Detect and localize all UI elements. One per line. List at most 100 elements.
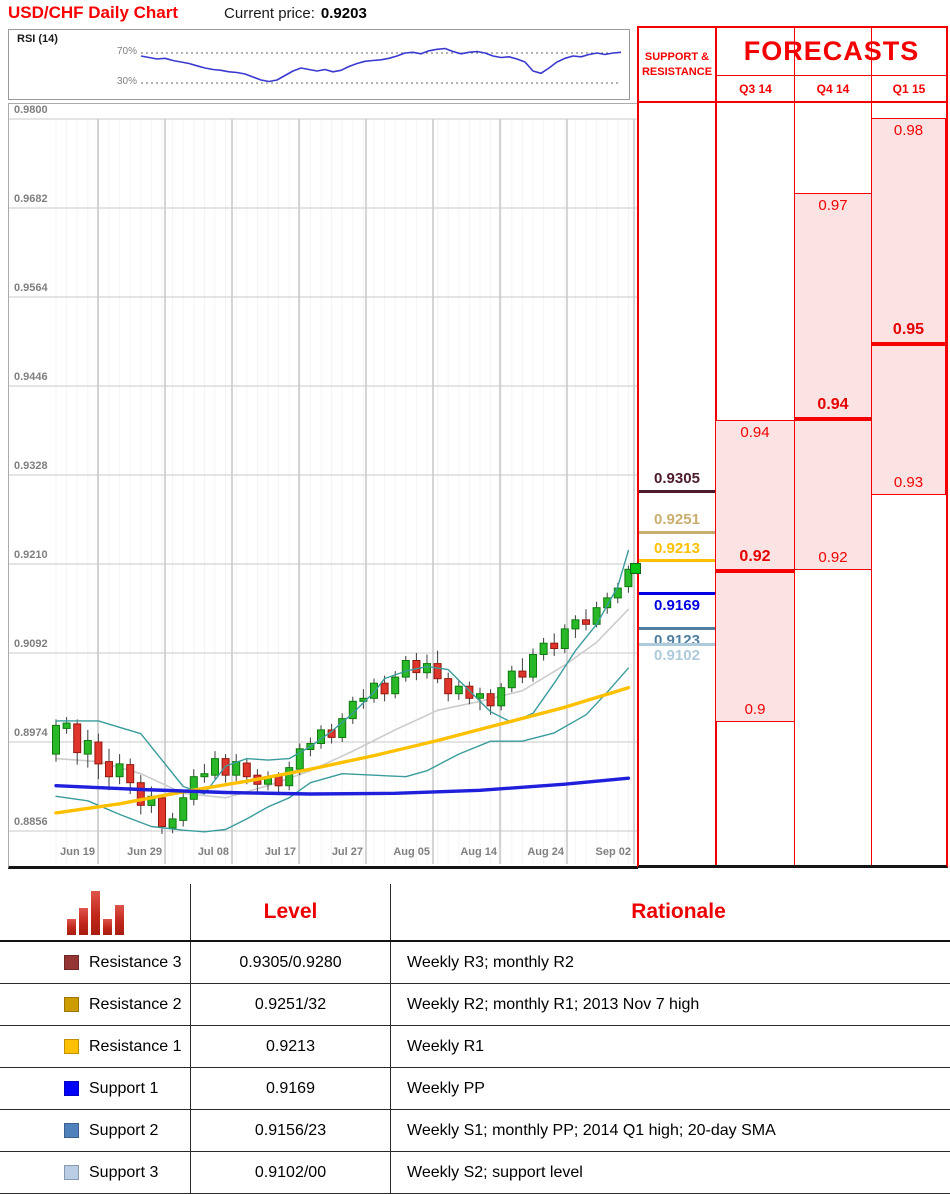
candlestick-chart-svg [9,118,637,864]
y-axis-label: 0.8856 [14,816,48,828]
page-title: USD/CHF Daily Chart [8,3,179,22]
bar-chart-icon [66,889,124,935]
table-row-resistance-3: Resistance 3 0.9305/0.9280 Weekly R3; mo… [0,942,950,984]
level-column-header: Level [190,884,390,940]
title-bar: USD/CHF Daily Chart Current price: 0.920… [8,1,367,25]
forecast-pivot-line [715,569,795,573]
sr-level-line [639,627,715,630]
forecast-box-q3-14: 0.94 0.9 0.92 [715,420,795,722]
candlestick-chart: 0.9800 0.9682 0.9564 0.9446 0.9328 0.9210 0.90… [8,103,638,869]
sr-level-line [639,490,715,493]
forecast-low-label: 0.9 [744,701,766,718]
rsi-period-label: RSI (14) [17,33,58,45]
forecast-box-q1-15: 0.98 0.93 0.95 [871,118,946,495]
x-axis-label: Aug 14 [460,846,497,858]
forecast-pivot-label: 0.94 [817,396,849,413]
row-level-value: 0.9102/00 [190,1152,390,1193]
rationale-column-header: Rationale [390,884,950,940]
sr-level-label: 0.9251 [654,511,700,528]
sr-level-line [639,592,715,595]
forecast-high-label: 0.94 [740,424,770,441]
row-rationale: Weekly S1; monthly PP; 2014 Q1 high; 20-… [390,1110,950,1151]
x-axis-label: Jul 08 [197,846,229,858]
row-label: Resistance 3 [89,953,182,971]
rsi-line [140,47,622,83]
forecast-high-label: 0.98 [893,122,924,139]
levels-table-header: Level Rationale [0,884,950,942]
row-label: Resistance 2 [89,995,182,1013]
rsi-panel: RSI (14) 70% 30% [8,29,630,100]
current-price-label: Current price: [224,4,315,22]
rsi-sparkline-svg [140,47,622,84]
sr-level-label: 0.9213 [654,540,700,557]
legend-color-swatch [64,1039,79,1054]
y-axis-label: 0.8974 [14,727,48,739]
panel-header-divider [639,101,946,103]
y-axis-label: 0.9682 [14,193,48,205]
bollinger-lower-line [55,667,630,833]
x-axis-label: Sep 02 [595,846,631,858]
slow-ma-line [54,686,631,815]
support-resistance-forecasts-panel: SUPPORT & RESISTANCE FORECASTS Q3 14 Q4 … [637,26,948,868]
sr-level-line [639,643,715,646]
table-row-resistance-1: Resistance 1 0.9213 Weekly R1 [0,1026,950,1068]
rsi-lower-threshold-label: 30% [116,76,137,87]
forecast-high-label: 0.97 [818,197,848,214]
row-rationale: Weekly PP [390,1068,950,1109]
table-row-support-3: Support 3 0.9102/00 Weekly S2; support l… [0,1152,950,1194]
table-row-support-2: Support 2 0.9156/23 Weekly S1; monthly P… [0,1110,950,1152]
row-rationale: Weekly R1 [390,1026,950,1067]
x-axis-label: Jun 19 [60,846,95,858]
row-level-value: 0.9156/23 [190,1110,390,1151]
quarter-header-q1-15: Q1 15 [892,81,926,96]
row-level-value: 0.9169 [190,1068,390,1109]
support-resistance-header: SUPPORT & RESISTANCE [641,50,713,78]
x-axis-label: Jul 27 [331,846,363,858]
sr-level-line [639,559,715,562]
sr-level-label: 0.9169 [654,597,700,614]
forecast-low-label: 0.93 [893,474,924,491]
long-ma-line [54,776,631,796]
forecasts-header: FORECASTS [743,36,920,66]
y-axis-label: 0.9564 [14,282,48,294]
rsi-upper-threshold-label: 70% [116,46,137,57]
sr-level-line [639,531,715,534]
row-label: Support 2 [89,1121,159,1139]
forecast-low-label: 0.92 [818,549,848,566]
y-axis-label: 0.9210 [14,549,48,561]
current-price-value: 0.9203 [320,4,367,22]
sma20-line [55,608,630,799]
legend-color-swatch [64,1123,79,1138]
current-price-marker [630,563,641,574]
panel-body: 0.94 0.9 0.92 0.97 0.92 0.94 0.98 0.93 0.95 0.930… [639,28,946,865]
forecast-pivot-line [871,342,946,346]
sr-level-label: 0.9102 [654,647,700,664]
x-axis-label: Jun 29 [127,846,162,858]
forecast-pivot-line [794,417,872,421]
table-row-support-1: Support 1 0.9169 Weekly PP [0,1068,950,1110]
x-axis-label: Aug 24 [527,846,564,858]
legend-color-swatch [64,955,79,970]
row-level-value: 0.9305/0.9280 [190,942,390,983]
panel-header-divider [717,75,946,76]
forecast-pivot-label: 0.95 [892,321,925,338]
forecast-pivot-label: 0.92 [739,548,771,565]
sr-level-label: 0.9305 [654,470,700,487]
y-axis-label: 0.9092 [14,638,48,650]
row-label: Resistance 1 [89,1037,182,1055]
legend-color-swatch [64,1081,79,1096]
legend-color-swatch [64,1165,79,1180]
row-rationale: Weekly R2; monthly R1; 2013 Nov 7 high [390,984,950,1025]
table-row-resistance-2: Resistance 2 0.9251/32 Weekly R2; monthl… [0,984,950,1026]
row-label: Support 1 [89,1079,159,1097]
legend-color-swatch [64,997,79,1012]
quarter-header-q3-14: Q3 14 [739,81,772,96]
row-rationale: Weekly R3; monthly R2 [390,942,950,983]
y-axis-label: 0.9446 [14,371,48,383]
y-axis-label: 0.9800 [14,104,48,116]
levels-table: Level Rationale Resistance 3 0.9305/0.92… [0,884,950,1194]
forecast-box-q4-14: 0.97 0.92 0.94 [794,193,872,570]
row-rationale: Weekly S2; support level [390,1152,950,1193]
quarter-header-q4-14: Q4 14 [816,81,850,96]
x-axis-label: Jul 17 [264,846,296,858]
